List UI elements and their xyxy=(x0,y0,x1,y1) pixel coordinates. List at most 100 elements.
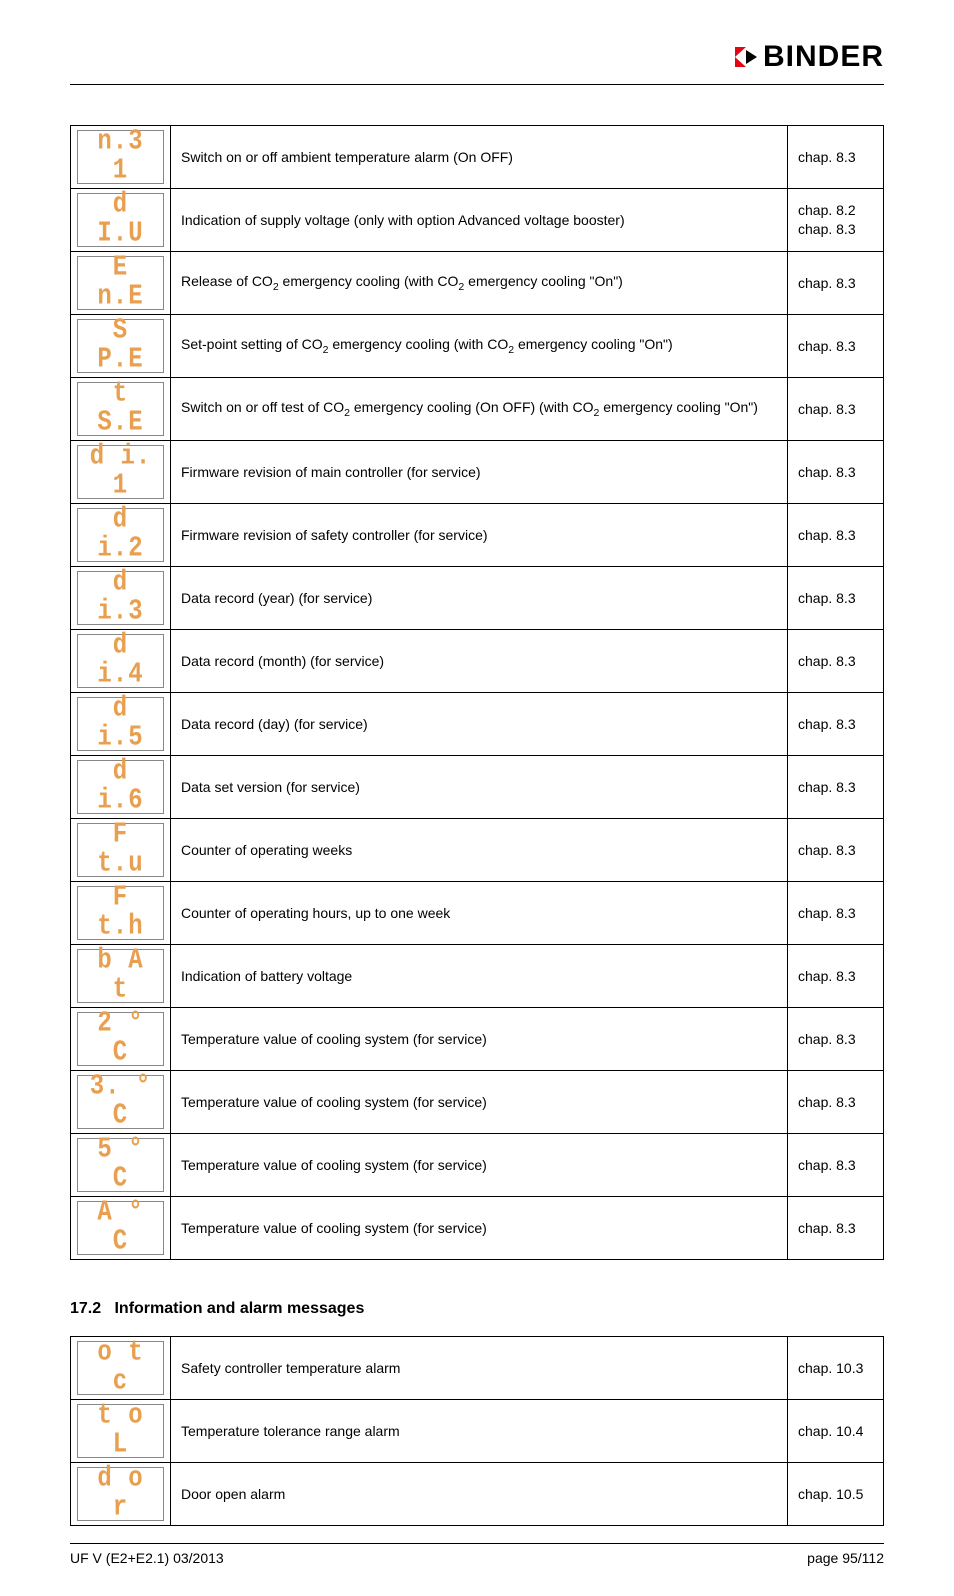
table-row: E n.ERelease of CO2 emergency cooling (w… xyxy=(71,252,884,315)
description-cell: Counter of operating hours, up to one we… xyxy=(171,882,788,945)
description-cell: Indication of supply voltage (only with … xyxy=(171,189,788,252)
description-cell: Door open alarm xyxy=(171,1463,788,1526)
reference-cell: chap. 8.3 xyxy=(788,315,884,378)
display-text: d o r xyxy=(84,1465,157,1523)
reference-cell: chap. 8.3 xyxy=(788,1134,884,1197)
reference-cell: chap. 8.3 xyxy=(788,504,884,567)
table-row: o t cSafety controller temperature alarm… xyxy=(71,1337,884,1400)
seven-segment-display: d i.6 xyxy=(77,760,164,814)
footer-right: page 95/112 xyxy=(807,1550,884,1566)
display-text: d i. 1 xyxy=(84,443,157,501)
table-row: d i.6Data set version (for service)chap.… xyxy=(71,756,884,819)
display-cell: d i.6 xyxy=(71,756,171,819)
display-cell: b A t xyxy=(71,945,171,1008)
display-text: d I.U xyxy=(84,191,157,249)
footer-left: UF V (E2+E2.1) 03/2013 xyxy=(70,1550,224,1566)
display-text: d i.2 xyxy=(84,506,157,564)
display-cell: 5 ° C xyxy=(71,1134,171,1197)
display-text: t o L xyxy=(84,1402,157,1460)
display-cell: d i.4 xyxy=(71,630,171,693)
table-row: t S.ESwitch on or off test of CO2 emerge… xyxy=(71,378,884,441)
description-cell: Indication of battery voltage xyxy=(171,945,788,1008)
table-row: d i.4Data record (month) (for service)ch… xyxy=(71,630,884,693)
display-text: o t c xyxy=(84,1339,157,1397)
parameter-table: n.3 1Switch on or off ambient temperatur… xyxy=(70,125,884,1260)
display-text: E n.E xyxy=(84,254,157,312)
reference-cell: chap. 8.3 xyxy=(788,567,884,630)
reference-cell: chap. 8.3 xyxy=(788,819,884,882)
display-cell: E n.E xyxy=(71,252,171,315)
table-row: d i.3Data record (year) (for service)cha… xyxy=(71,567,884,630)
display-text: d i.5 xyxy=(84,695,157,753)
display-cell: o t c xyxy=(71,1337,171,1400)
reference-cell: chap. 8.3 xyxy=(788,882,884,945)
display-text: A ° C xyxy=(84,1199,157,1257)
reference-cell: chap. 8.3 xyxy=(788,1071,884,1134)
seven-segment-display: n.3 1 xyxy=(77,130,164,184)
display-text: 2 ° C xyxy=(84,1010,157,1068)
reference-cell: chap. 8.3 xyxy=(788,441,884,504)
reference-cell: chap. 8.3 xyxy=(788,378,884,441)
reference-cell: chap. 8.3 xyxy=(788,945,884,1008)
display-text: d i.3 xyxy=(84,569,157,627)
display-text: d i.4 xyxy=(84,632,157,690)
seven-segment-display: d i. 1 xyxy=(77,445,164,499)
table-row: n.3 1Switch on or off ambient temperatur… xyxy=(71,126,884,189)
description-cell: Firmware revision of safety controller (… xyxy=(171,504,788,567)
section-number: 17.2 xyxy=(70,1300,101,1317)
reference-cell: chap. 10.3 xyxy=(788,1337,884,1400)
display-text: S P.E xyxy=(84,317,157,375)
brand-logo: BINDER xyxy=(735,40,884,74)
table-row: F t.uCounter of operating weekschap. 8.3 xyxy=(71,819,884,882)
table-row: d I.UIndication of supply voltage (only … xyxy=(71,189,884,252)
table-row: F t.hCounter of operating hours, up to o… xyxy=(71,882,884,945)
seven-segment-display: t S.E xyxy=(77,382,164,436)
table-row: d o rDoor open alarmchap. 10.5 xyxy=(71,1463,884,1526)
header-logo-area: BINDER xyxy=(70,40,884,74)
reference-cell: chap. 8.3 xyxy=(788,630,884,693)
table-row: d i.5Data record (day) (for service)chap… xyxy=(71,693,884,756)
description-cell: Switch on or off test of CO2 emergency c… xyxy=(171,378,788,441)
alarm-table: o t cSafety controller temperature alarm… xyxy=(70,1336,884,1526)
seven-segment-display: F t.h xyxy=(77,886,164,940)
display-cell: d i. 1 xyxy=(71,441,171,504)
seven-segment-display: 3. ° C xyxy=(77,1075,164,1129)
table-row: d i. 1Firmware revision of main controll… xyxy=(71,441,884,504)
page-footer: UF V (E2+E2.1) 03/2013 page 95/112 xyxy=(70,1543,884,1566)
seven-segment-display: d i.2 xyxy=(77,508,164,562)
description-cell: Switch on or off ambient temperature ala… xyxy=(171,126,788,189)
display-cell: F t.h xyxy=(71,882,171,945)
table-row: 5 ° CTemperature value of cooling system… xyxy=(71,1134,884,1197)
seven-segment-display: b A t xyxy=(77,949,164,1003)
description-cell: Data record (month) (for service) xyxy=(171,630,788,693)
seven-segment-display: d i.4 xyxy=(77,634,164,688)
description-cell: Firmware revision of main controller (fo… xyxy=(171,441,788,504)
display-text: 5 ° C xyxy=(84,1136,157,1194)
reference-cell: chap. 8.3 xyxy=(788,693,884,756)
seven-segment-display: d o r xyxy=(77,1467,164,1521)
description-cell: Temperature value of cooling system (for… xyxy=(171,1134,788,1197)
display-text: d i.6 xyxy=(84,758,157,816)
table-row: A ° CTemperature value of cooling system… xyxy=(71,1197,884,1260)
description-cell: Safety controller temperature alarm xyxy=(171,1337,788,1400)
description-cell: Data set version (for service) xyxy=(171,756,788,819)
display-cell: d o r xyxy=(71,1463,171,1526)
description-cell: Temperature value of cooling system (for… xyxy=(171,1197,788,1260)
reference-cell: chap. 8.3 xyxy=(788,756,884,819)
seven-segment-display: F t.u xyxy=(77,823,164,877)
seven-segment-display: E n.E xyxy=(77,256,164,310)
brand-text: BINDER xyxy=(763,40,884,74)
seven-segment-display: 5 ° C xyxy=(77,1138,164,1192)
table-row: S P.ESet-point setting of CO2 emergency … xyxy=(71,315,884,378)
header-divider xyxy=(70,84,884,85)
seven-segment-display: A ° C xyxy=(77,1201,164,1255)
display-text: t S.E xyxy=(84,380,157,438)
table-row: t o LTemperature tolerance range alarmch… xyxy=(71,1400,884,1463)
reference-cell: chap. 8.2chap. 8.3 xyxy=(788,189,884,252)
description-cell: Temperature tolerance range alarm xyxy=(171,1400,788,1463)
display-text: n.3 1 xyxy=(84,128,157,186)
table-row: d i.2Firmware revision of safety control… xyxy=(71,504,884,567)
seven-segment-display: o t c xyxy=(77,1341,164,1395)
reference-cell: chap. 10.5 xyxy=(788,1463,884,1526)
description-cell: Data record (year) (for service) xyxy=(171,567,788,630)
